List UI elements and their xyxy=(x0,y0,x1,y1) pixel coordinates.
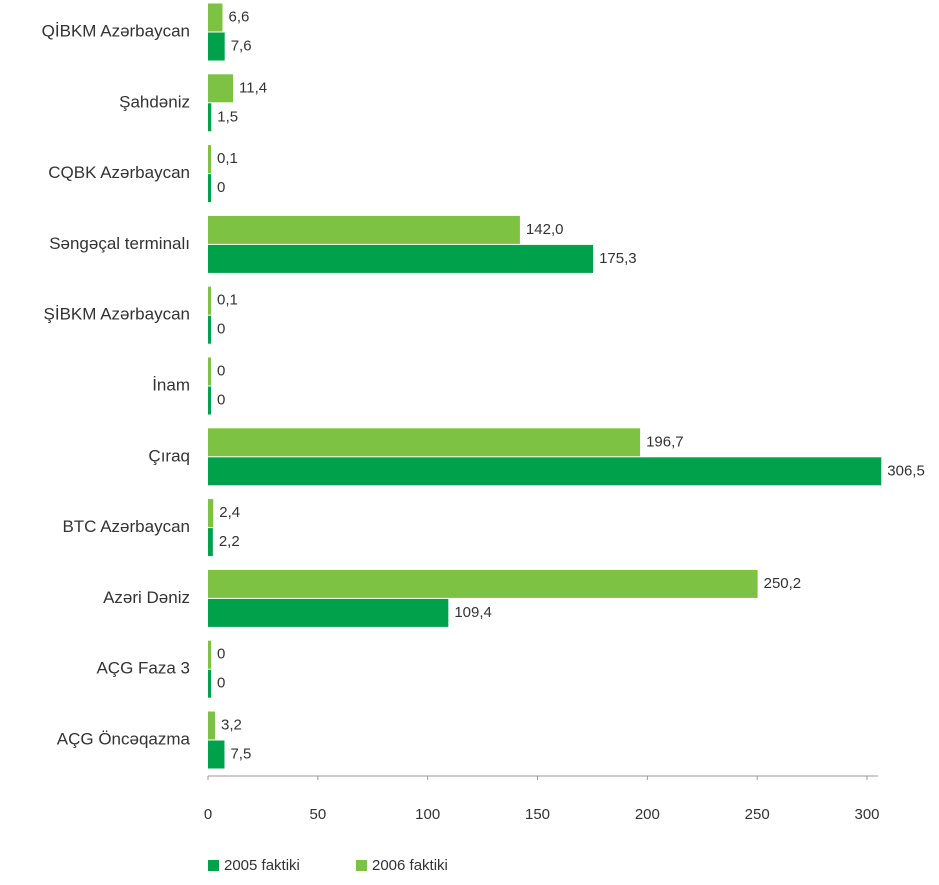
bar xyxy=(208,711,216,740)
value-label: 3,2 xyxy=(221,716,242,733)
category-label: CQBK Azərbaycan xyxy=(48,163,190,182)
value-label: 196,7 xyxy=(646,433,684,450)
category-label: Azəri Dəniz xyxy=(103,588,190,607)
bar xyxy=(208,3,223,32)
bar xyxy=(208,669,211,698)
value-label: 0 xyxy=(217,646,225,663)
value-label: 0 xyxy=(217,675,225,692)
category-label: Çıraq xyxy=(148,446,190,465)
value-label: 0 xyxy=(217,362,225,379)
category-label: Səngəçal terminalı xyxy=(49,234,190,253)
bar xyxy=(208,315,211,344)
value-label: 0,1 xyxy=(217,292,238,309)
bar xyxy=(208,32,225,61)
x-tick-label: 0 xyxy=(204,806,212,823)
bar xyxy=(208,145,211,174)
bar xyxy=(208,640,211,669)
value-label: 2,2 xyxy=(219,533,240,550)
category-label: ŞİBKM Azərbaycan xyxy=(44,305,190,324)
value-label: 7,5 xyxy=(230,745,251,762)
bar xyxy=(208,174,211,203)
legend-swatch xyxy=(208,860,219,871)
value-label: 142,0 xyxy=(526,221,564,238)
value-label: 6,6 xyxy=(228,8,249,25)
category-label: BTC Azərbaycan xyxy=(62,517,190,536)
category-label: AÇG Öncəqazma xyxy=(57,729,191,748)
category-label: AÇG Faza 3 xyxy=(96,659,190,678)
legend-label: 2005 faktiki xyxy=(224,857,300,874)
value-label: 0 xyxy=(217,179,225,196)
bar xyxy=(208,740,225,769)
bar xyxy=(208,103,212,132)
bar xyxy=(208,569,758,598)
bar xyxy=(208,286,211,315)
bar xyxy=(208,357,211,386)
bar xyxy=(208,74,234,103)
bar xyxy=(208,598,449,627)
value-label: 7,6 xyxy=(231,37,252,54)
value-label: 306,5 xyxy=(887,462,925,479)
value-label: 109,4 xyxy=(454,604,492,621)
legend-label: 2006 faktiki xyxy=(372,857,448,874)
bar xyxy=(208,457,882,486)
value-label: 250,2 xyxy=(764,575,802,592)
x-tick-label: 50 xyxy=(309,806,326,823)
bar xyxy=(208,528,213,557)
x-tick-label: 100 xyxy=(415,806,440,823)
value-label: 175,3 xyxy=(599,250,637,267)
x-tick-label: 250 xyxy=(745,806,770,823)
value-label: 0 xyxy=(217,391,225,408)
value-label: 1,5 xyxy=(217,108,238,125)
x-tick-label: 300 xyxy=(855,806,880,823)
value-label: 0,1 xyxy=(217,150,238,167)
bar xyxy=(208,428,641,457)
value-label: 2,4 xyxy=(219,504,240,521)
value-label: 0 xyxy=(217,321,225,338)
x-tick-label: 150 xyxy=(525,806,550,823)
bar xyxy=(208,215,520,244)
bar xyxy=(208,244,594,273)
x-tick-label: 200 xyxy=(635,806,660,823)
category-label: İnam xyxy=(152,375,190,394)
bar xyxy=(208,499,214,528)
value-label: 11,4 xyxy=(239,79,267,96)
category-label: QİBKM Azərbaycan xyxy=(42,21,190,40)
category-label: Şahdəniz xyxy=(119,92,190,111)
legend-swatch xyxy=(356,860,367,871)
bar xyxy=(208,386,211,415)
